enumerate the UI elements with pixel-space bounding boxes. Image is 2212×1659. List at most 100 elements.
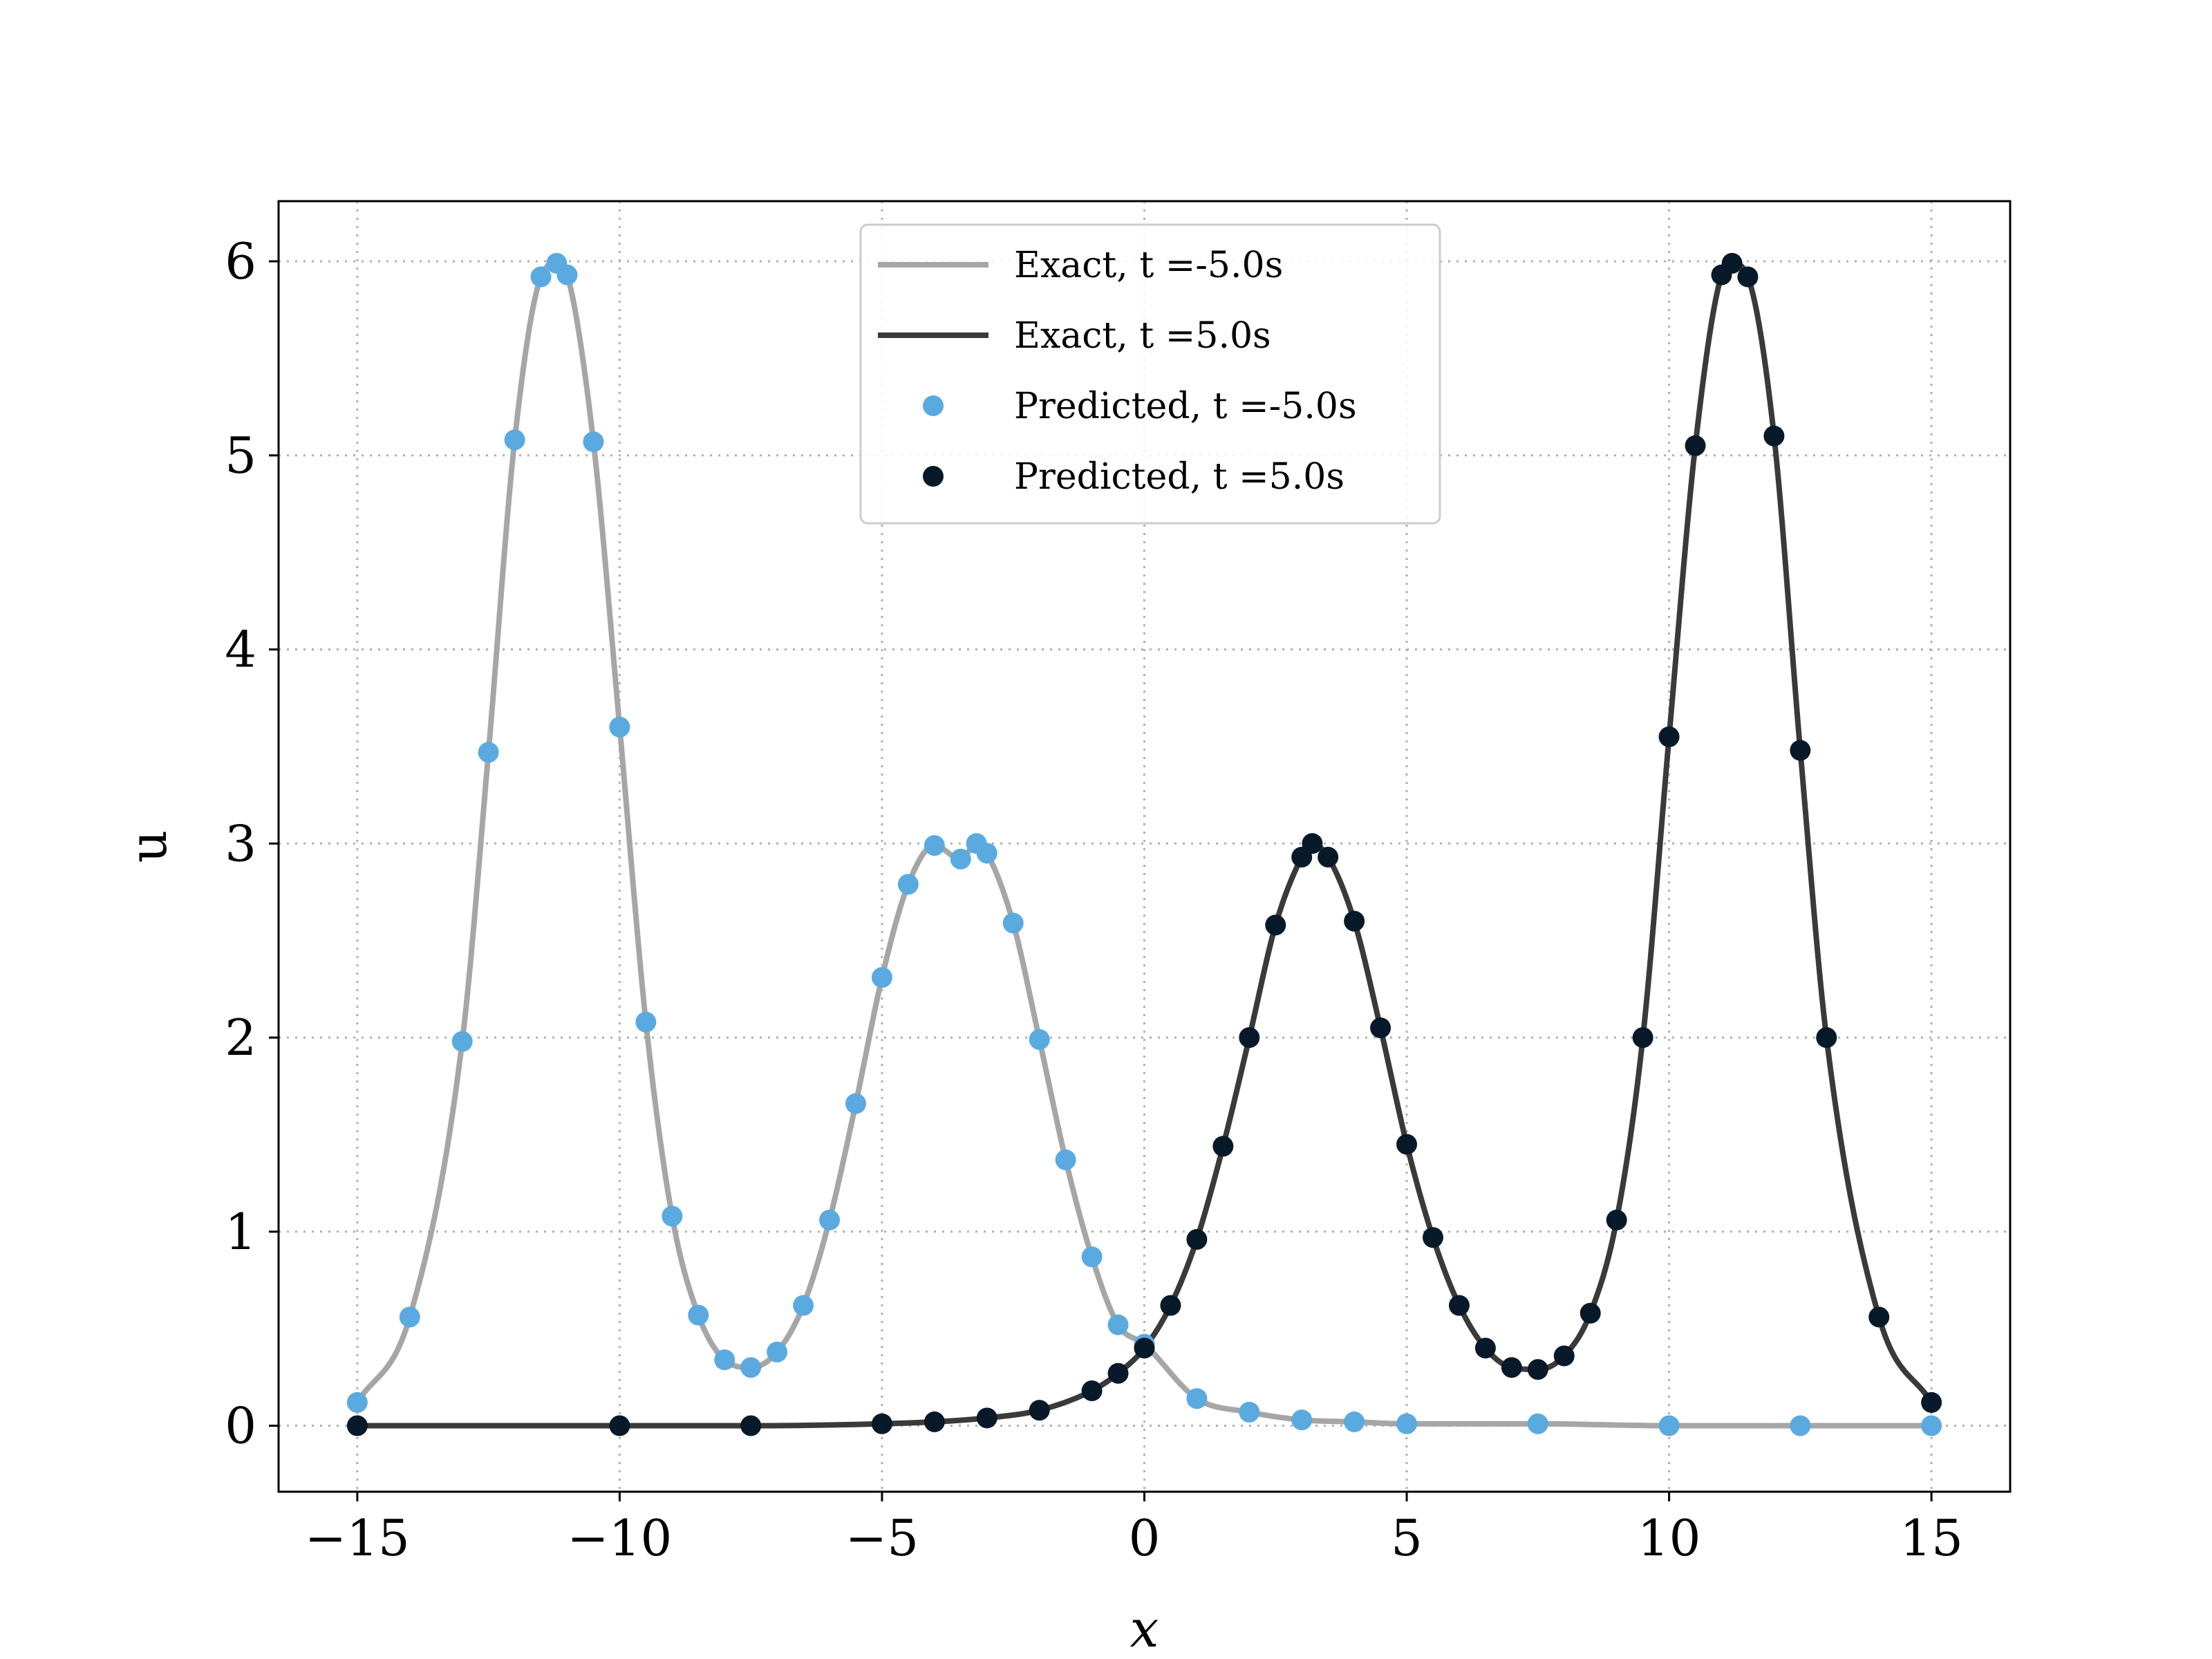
data-point — [1029, 1400, 1050, 1421]
y-tick-label: 0 — [225, 1397, 256, 1455]
data-point — [478, 742, 499, 763]
data-point — [1318, 846, 1339, 868]
legend: Exact, t =-5.0s Exact, t =5.0s Predicted, … — [859, 223, 1441, 525]
data-point — [793, 1295, 814, 1316]
data-point — [451, 1031, 473, 1052]
data-point — [635, 1011, 657, 1033]
data-point — [1763, 425, 1785, 447]
data-point — [1658, 1415, 1680, 1436]
data-point — [924, 1411, 945, 1432]
data-point — [819, 1209, 841, 1230]
data-point — [976, 843, 997, 864]
data-point — [714, 1349, 735, 1371]
legend-label: Predicted, t =5.0s — [1014, 456, 1344, 498]
data-point — [1606, 1209, 1627, 1230]
data-point — [1239, 1401, 1260, 1423]
data-point — [1527, 1413, 1548, 1434]
data-point — [1344, 910, 1365, 932]
legend-label: Predicted, t =-5.0s — [1014, 386, 1357, 427]
data-point — [1921, 1415, 1942, 1436]
data-point — [556, 264, 578, 285]
data-point — [1344, 1411, 1365, 1432]
data-point — [1107, 1362, 1129, 1384]
data-point — [1737, 266, 1759, 288]
data-point — [1921, 1391, 1942, 1413]
legend-marker-swatch — [923, 395, 944, 416]
data-point — [1265, 915, 1286, 936]
data-point — [346, 1415, 368, 1436]
series-line — [357, 260, 1934, 1429]
x-tick-label: 5 — [1391, 1509, 1423, 1567]
data-point — [1029, 1029, 1050, 1050]
data-point — [871, 1413, 892, 1434]
data-point — [399, 1306, 420, 1328]
data-point — [1186, 1229, 1208, 1250]
data-point — [1632, 1027, 1653, 1049]
x-axis-label: x — [1130, 1600, 1159, 1659]
data-point — [897, 874, 919, 895]
data-point — [1553, 1345, 1575, 1367]
y-tick-label: 5 — [225, 427, 256, 485]
data-point — [871, 967, 892, 988]
data-point — [1790, 1415, 1811, 1436]
data-point — [583, 431, 604, 453]
data-point — [530, 266, 552, 288]
data-point — [1002, 912, 1024, 934]
legend-box — [859, 223, 1441, 525]
data-point — [1186, 1388, 1208, 1409]
data-point — [1658, 726, 1680, 747]
data-point — [740, 1415, 762, 1436]
legend-label: Exact, t =-5.0s — [1014, 245, 1283, 286]
data-point — [1212, 1136, 1234, 1157]
data-point — [1055, 1149, 1076, 1170]
data-point — [1081, 1380, 1103, 1402]
y-tick-label: 1 — [225, 1203, 256, 1261]
data-point — [1396, 1413, 1418, 1434]
data-point — [845, 1093, 866, 1114]
data-point — [1370, 1018, 1391, 1039]
data-point — [1423, 1227, 1443, 1248]
legend-label: Exact, t =5.0s — [1014, 315, 1271, 357]
data-point — [609, 1415, 630, 1436]
data-point — [662, 1206, 683, 1227]
data-point — [1081, 1246, 1103, 1268]
data-point — [346, 1391, 368, 1413]
data-point — [1790, 740, 1811, 761]
data-point — [1107, 1314, 1129, 1335]
x-tick-label: 0 — [1129, 1509, 1161, 1567]
data-point — [504, 429, 525, 451]
data-point — [950, 848, 971, 870]
data-point — [1527, 1359, 1548, 1380]
data-point — [1396, 1134, 1418, 1155]
data-point — [976, 1407, 997, 1429]
data-point — [1501, 1357, 1522, 1378]
y-tick-label: 6 — [225, 232, 256, 290]
x-tick-label: −10 — [567, 1509, 672, 1567]
ticks: −15 −10 −5 0 5 10 15 0 1 2 3 4 5 6 — [225, 232, 1963, 1567]
x-tick-label: −15 — [305, 1509, 410, 1567]
data-point — [1580, 1302, 1601, 1324]
data-point — [1302, 833, 1323, 854]
x-tick-label: 10 — [1638, 1509, 1701, 1567]
data-point — [688, 1304, 709, 1326]
series-layer — [346, 252, 1942, 1436]
data-point — [1134, 1338, 1155, 1359]
data-point — [767, 1341, 788, 1362]
data-point — [1816, 1027, 1837, 1049]
y-tick-label: 4 — [225, 621, 256, 679]
data-point — [924, 835, 945, 856]
data-point — [609, 716, 630, 738]
x-tick-label: −5 — [845, 1509, 919, 1567]
data-point — [740, 1357, 762, 1378]
y-axis-label: u — [119, 830, 178, 863]
data-point — [1474, 1338, 1496, 1359]
data-point — [1239, 1027, 1260, 1049]
data-point — [1291, 1409, 1313, 1431]
x-tick-label: 15 — [1900, 1509, 1963, 1567]
data-point — [1721, 252, 1743, 274]
data-point — [1685, 435, 1706, 456]
y-tick-label: 3 — [225, 814, 256, 872]
y-tick-label: 2 — [225, 1009, 256, 1067]
data-point — [1448, 1295, 1470, 1316]
